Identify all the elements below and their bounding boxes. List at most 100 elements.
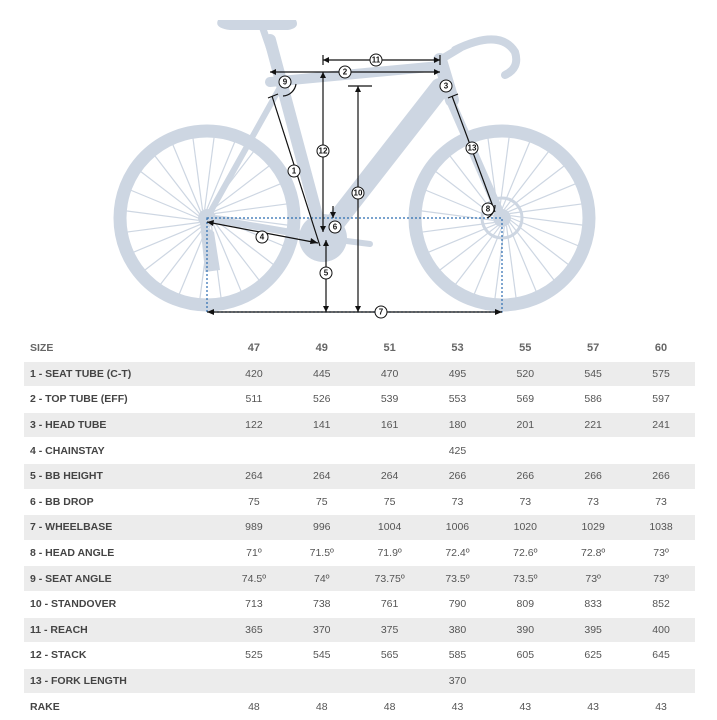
row-label: 8 - HEAD ANGLE bbox=[24, 540, 220, 567]
table-cell bbox=[355, 437, 424, 464]
bike-geometry-diagram: 1 2 3 4 5 6 7 8 9 10 11 12 13 bbox=[113, 20, 596, 319]
wheel-spoke bbox=[206, 140, 236, 210]
table-cell: 1038 bbox=[627, 514, 695, 541]
table-cell: 989 bbox=[220, 514, 288, 541]
table-cell: 597 bbox=[627, 386, 695, 413]
svg-text:10: 10 bbox=[354, 189, 363, 198]
table-cell: 180 bbox=[423, 412, 492, 439]
table-cell: 420 bbox=[220, 361, 288, 388]
table-cell: 380 bbox=[423, 617, 492, 644]
table-cell: 645 bbox=[627, 642, 695, 669]
table-cell: 241 bbox=[627, 412, 695, 439]
table-cell: 72.4º bbox=[423, 540, 492, 567]
wheel-spoke bbox=[132, 223, 201, 254]
table-cell: 470 bbox=[355, 361, 424, 388]
table-cell: 48 bbox=[287, 693, 356, 720]
table-row: 13 - FORK LENGTH 370 bbox=[24, 668, 695, 695]
table-row: 9 - SEAT ANGLE 74.5º 74º 73.75º 73.5º 73.5º 73… bbox=[24, 565, 695, 592]
table-cell: 74º bbox=[287, 565, 356, 592]
table-row: 6 - BB DROP 75 75 75 73 73 73 73 bbox=[24, 489, 695, 516]
table-cell: 75 bbox=[287, 489, 356, 516]
table-cell: 1004 bbox=[355, 514, 424, 541]
table-cell: 73.75º bbox=[355, 565, 424, 592]
table-cell: 625 bbox=[559, 642, 628, 669]
row-label: 1 - SEAT TUBE (C-T) bbox=[24, 361, 220, 388]
table-cell: 266 bbox=[559, 463, 628, 490]
table-cell: 520 bbox=[491, 361, 560, 388]
table-cell: 445 bbox=[287, 361, 356, 388]
svg-text:9: 9 bbox=[283, 78, 288, 87]
table-cell: 545 bbox=[559, 361, 628, 388]
row-label: RAKE bbox=[24, 693, 220, 720]
svg-text:7: 7 bbox=[379, 308, 384, 317]
table-cell: 495 bbox=[423, 361, 492, 388]
size-header-cell: 51 bbox=[355, 336, 424, 362]
table-row: 1 - SEAT TUBE (C-T) 420 445 470 495 520 545 575 bbox=[24, 361, 695, 388]
table-cell: 809 bbox=[491, 591, 560, 618]
table-cell: 266 bbox=[423, 463, 492, 490]
table-cell: 71º bbox=[220, 540, 288, 567]
table-cell: 1020 bbox=[491, 514, 560, 541]
row-label: 12 - STACK bbox=[24, 642, 220, 669]
marker-12: 12 bbox=[316, 144, 330, 158]
wheel-spoke bbox=[215, 215, 289, 226]
table-cell: 996 bbox=[287, 514, 356, 541]
wheel-spoke bbox=[204, 136, 215, 210]
wheel-spoke bbox=[211, 164, 271, 211]
table-row: 12 - STACK 525 545 565 585 605 625 645 bbox=[24, 642, 695, 669]
table-cell bbox=[627, 437, 695, 464]
table-cell: 43 bbox=[423, 693, 492, 720]
geometry-table: SIZE 47 49 51 53 55 57 60 1 - SEAT TUBE … bbox=[24, 336, 695, 720]
wheel-spoke bbox=[213, 182, 282, 213]
table-cell: 390 bbox=[491, 617, 560, 644]
table-cell: 553 bbox=[423, 386, 492, 413]
table-cell: 73º bbox=[627, 565, 695, 592]
table-cell: 264 bbox=[220, 463, 288, 490]
size-header-cell: 47 bbox=[220, 336, 288, 362]
row-label: 13 - FORK LENGTH bbox=[24, 668, 220, 695]
table-cell: 569 bbox=[491, 386, 560, 413]
table-cell bbox=[491, 437, 560, 464]
svg-text:3: 3 bbox=[444, 82, 449, 91]
wheel-spoke bbox=[214, 222, 261, 282]
table-cell: 738 bbox=[287, 591, 356, 618]
marker-11: 11 bbox=[369, 53, 383, 67]
table-cell: 75 bbox=[220, 489, 288, 516]
row-label: 11 - REACH bbox=[24, 617, 220, 644]
table-row: 2 - TOP TUBE (EFF) 511 526 539 553 569 586 597 bbox=[24, 386, 695, 413]
table-cell: 545 bbox=[287, 642, 356, 669]
svg-text:11: 11 bbox=[372, 56, 381, 65]
table-cell: 370 bbox=[287, 617, 356, 644]
table-row: 11 - REACH 365 370 375 380 390 395 400 bbox=[24, 617, 695, 644]
size-header-cell: 57 bbox=[559, 336, 628, 362]
table-cell: 585 bbox=[423, 642, 492, 669]
svg-text:12: 12 bbox=[319, 147, 328, 156]
table-cell: 375 bbox=[355, 617, 424, 644]
table-row: 5 - BB HEIGHT 264 264 264 266 266 266 266 bbox=[24, 463, 695, 490]
row-label: 6 - BB DROP bbox=[24, 489, 220, 516]
table-cell: 75 bbox=[355, 489, 424, 516]
table-cell bbox=[287, 668, 356, 695]
dimension-lines bbox=[206, 55, 503, 315]
table-cell bbox=[491, 668, 560, 695]
svg-text:4: 4 bbox=[260, 233, 265, 242]
table-cell: 264 bbox=[355, 463, 424, 490]
marker-5: 5 bbox=[319, 266, 333, 280]
table-cell: 43 bbox=[627, 693, 695, 720]
svg-text:5: 5 bbox=[324, 269, 329, 278]
table-cell: 73 bbox=[559, 489, 628, 516]
table-cell: 425 bbox=[423, 437, 492, 464]
table-cell: 72.8º bbox=[559, 540, 628, 567]
table-cell: 72.6º bbox=[491, 540, 560, 567]
table-cell: 48 bbox=[355, 693, 424, 720]
row-label: 10 - STANDOVER bbox=[24, 591, 220, 618]
table-cell: 605 bbox=[491, 642, 560, 669]
bike-frame bbox=[200, 20, 521, 272]
marker-4: 4 bbox=[255, 230, 269, 244]
table-cell: 1029 bbox=[559, 514, 628, 541]
table-cell: 526 bbox=[287, 386, 356, 413]
table-cell: 73º bbox=[559, 565, 628, 592]
table-cell: 141 bbox=[287, 412, 356, 439]
table-cell: 73 bbox=[627, 489, 695, 516]
wheel-spoke bbox=[129, 189, 199, 219]
